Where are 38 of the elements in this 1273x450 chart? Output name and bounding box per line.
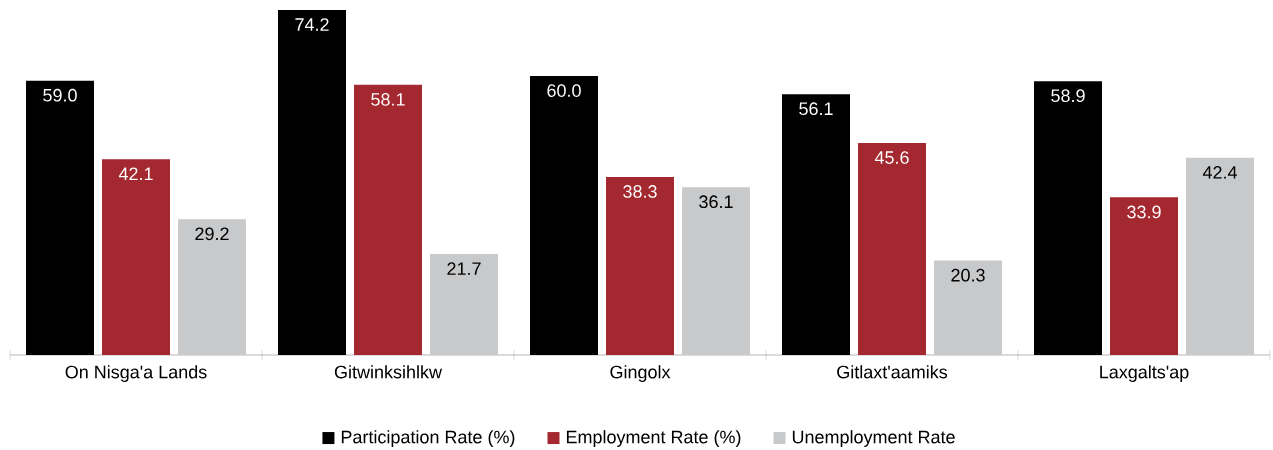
data-label: 42.4: [1202, 166, 1237, 179]
bar: [1034, 81, 1103, 356]
data-label: 56.1: [799, 102, 833, 116]
bar: [430, 254, 499, 356]
legend-label: Participation Rate (%): [341, 430, 515, 447]
bar: [278, 10, 347, 356]
data-label: 36.1: [699, 195, 733, 209]
bar: [354, 84, 423, 356]
data-label: 74.2: [295, 18, 329, 31]
x-tick-label: Gingolx: [610, 365, 671, 383]
data-label: 58.1: [371, 93, 405, 106]
bar: [102, 159, 171, 356]
bar: [782, 94, 851, 356]
bar: [682, 187, 751, 356]
data-label: 33.9: [1127, 205, 1161, 219]
bar: [1110, 197, 1179, 356]
data-label: 45.6: [874, 151, 909, 164]
x-tick-label: On Nisga'a Lands: [65, 365, 207, 383]
bar: [1186, 157, 1255, 356]
data-label: 20.3: [951, 268, 985, 282]
data-label: 29.2: [195, 227, 229, 241]
legend-label: Unemployment Rate: [792, 430, 955, 447]
data-label: 21.7: [447, 262, 481, 275]
legend-label: Employment Rate (%): [566, 430, 741, 447]
data-label: 58.9: [1051, 89, 1085, 103]
data-label: 60.0: [547, 84, 581, 97]
data-label: 59.0: [43, 88, 77, 102]
bar: [934, 260, 1003, 356]
bar: [606, 176, 675, 356]
bar: [26, 80, 94, 356]
x-tick-label: Laxgalts'ap: [1100, 365, 1189, 383]
data-label: 38.3: [623, 185, 657, 198]
x-tick-label: Gitlaxt'aamiks: [837, 365, 948, 379]
bar: [858, 143, 927, 356]
bar: [178, 219, 247, 356]
bar: [530, 76, 599, 356]
data-label: 42.1: [118, 167, 153, 181]
x-tick-label: Gitwinksihlkw: [334, 365, 443, 379]
